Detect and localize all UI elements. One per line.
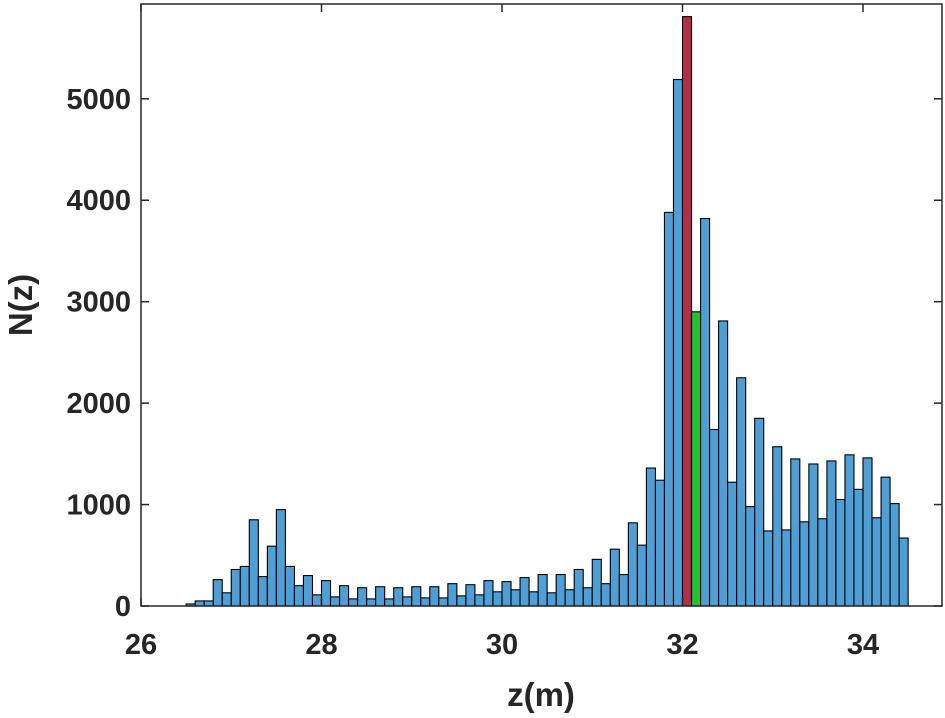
histogram-bar (618, 573, 629, 607)
histogram-bar (203, 600, 214, 607)
histogram-bar (474, 594, 485, 607)
histogram-bar (817, 518, 828, 607)
histogram-bar (357, 587, 368, 607)
histogram-bar (221, 592, 232, 607)
histogram-bar (465, 584, 476, 607)
histogram-bar (348, 598, 359, 607)
histogram-bar (402, 596, 413, 607)
plot-frame (140, 3, 943, 607)
histogram-bar (600, 583, 611, 607)
x-axis-ticks: 26 28 30 32 34 (125, 4, 879, 661)
y-axis-label: N(z) (2, 274, 39, 336)
histogram-bar (420, 597, 431, 607)
x-tick-label: 30 (486, 629, 518, 661)
x-tick-label: 26 (125, 629, 157, 661)
histogram-bar (880, 476, 891, 607)
histogram-bar (248, 519, 259, 607)
histogram-bar (537, 573, 548, 607)
histogram-bar (266, 545, 277, 607)
histogram-bar (302, 575, 314, 607)
histogram-bar (862, 457, 873, 607)
histogram-bar (375, 586, 386, 607)
y-tick-label: 0 (115, 591, 131, 623)
histogram-bar-highlight-green (690, 311, 702, 607)
histogram-bar (429, 586, 440, 607)
x-axis-label: z(m) (507, 676, 575, 713)
histogram-bar (311, 594, 323, 607)
histogram-bar (366, 598, 377, 607)
histogram-bar (898, 537, 909, 607)
y-tick-label: 3000 (66, 287, 131, 319)
y-tick-label: 4000 (66, 185, 131, 217)
y-tick-label: 2000 (66, 388, 131, 420)
histogram-bar (709, 428, 720, 607)
histogram-bar (501, 581, 512, 607)
histogram-bar (447, 583, 458, 607)
x-tick-label: 32 (666, 629, 698, 661)
y-axis-ticks: 0 1000 2000 3000 4000 5000 (66, 84, 942, 623)
histogram-bar (393, 587, 404, 607)
histogram-bar (772, 446, 783, 607)
histogram-bar (835, 498, 846, 607)
histogram-bar (826, 460, 837, 607)
histogram-bar (844, 454, 855, 607)
histogram-bar (555, 573, 566, 607)
histogram-bar (483, 580, 494, 607)
histogram-bar (456, 595, 467, 607)
histogram-bar (745, 506, 756, 607)
histogram-bar (727, 481, 738, 607)
histogram-bar (338, 585, 350, 607)
histogram-bar (438, 597, 449, 607)
histogram-bar (591, 558, 602, 607)
histogram-bar (546, 592, 557, 607)
x-tick-label: 28 (305, 629, 337, 661)
histogram-bar (519, 577, 530, 607)
histogram-bar (510, 589, 521, 607)
histogram-bar (257, 576, 268, 607)
histogram-bar (799, 521, 810, 607)
histogram-bar (194, 600, 205, 607)
histogram-bar (790, 458, 801, 607)
histogram-bar (582, 587, 593, 607)
histogram-bar (627, 522, 638, 607)
histogram-bar (781, 529, 792, 607)
histogram-bar (699, 217, 711, 607)
histogram-bar (889, 502, 900, 607)
histogram-bar (230, 568, 241, 607)
histogram-bar-highlight-red (681, 16, 693, 607)
histogram-bar (275, 509, 286, 607)
histogram-bar (239, 565, 250, 607)
histogram-bar (411, 586, 422, 607)
histogram-bar (718, 320, 729, 607)
histogram-bars (185, 16, 909, 607)
histogram-bar (564, 589, 575, 607)
histogram-bar (654, 479, 665, 607)
histogram-bar (320, 580, 332, 607)
histogram-bar (808, 463, 819, 607)
histogram-bar (636, 544, 647, 607)
histogram-bar (492, 591, 503, 607)
histogram-bar (871, 517, 882, 607)
y-tick-label: 1000 (66, 490, 131, 522)
histogram-bar (736, 377, 747, 607)
histogram-bar (663, 211, 675, 607)
histogram-bar (528, 591, 539, 607)
x-tick-label: 34 (847, 629, 879, 661)
histogram-bar (645, 467, 656, 607)
histogram-bar (284, 565, 295, 607)
histogram-bar (329, 596, 341, 607)
histogram-bar (672, 78, 684, 607)
histogram-bar (754, 417, 765, 607)
histogram-bar (573, 568, 584, 607)
y-tick-label: 5000 (66, 84, 131, 116)
histogram-bar (212, 579, 223, 607)
histogram-bar (609, 548, 620, 607)
histogram-bar (384, 598, 395, 607)
histogram-bar (853, 488, 864, 607)
histogram-bar (293, 585, 305, 607)
histogram-bar (763, 530, 774, 607)
axes-box (140, 3, 943, 607)
